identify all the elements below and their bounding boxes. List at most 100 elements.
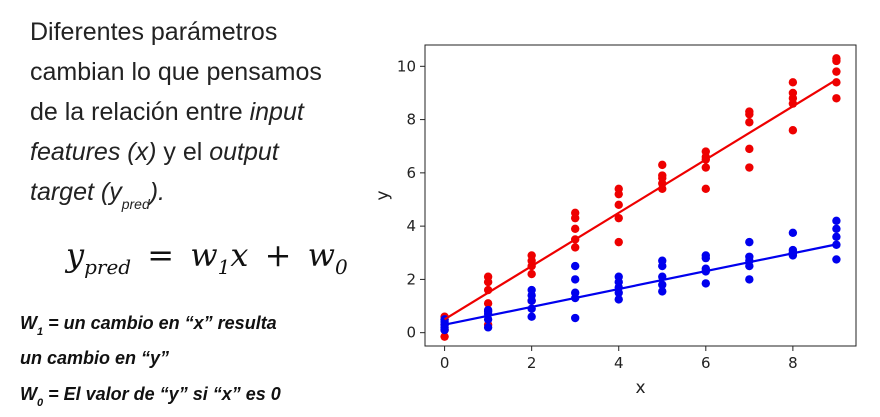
description-emphasis: output [209, 138, 279, 166]
formula-x: x [230, 236, 249, 274]
data-point [701, 184, 711, 194]
data-point [483, 272, 493, 281]
description-subscript: pred [121, 196, 150, 212]
formula-lhs: y [66, 236, 85, 274]
formula-equals: = [147, 236, 175, 274]
data-point [614, 295, 623, 304]
data-point [701, 279, 711, 288]
data-point [832, 224, 841, 233]
y-tick-label: 2 [406, 270, 416, 288]
description-text: cambian lo que pensamos [30, 58, 322, 86]
data-point [570, 313, 580, 323]
y-tick-label: 4 [406, 217, 416, 235]
description-line: cambian lo que pensamos [30, 52, 375, 92]
x-tick-label: 8 [788, 354, 798, 372]
data-point [701, 251, 711, 260]
y-tick-label: 6 [406, 164, 416, 182]
data-point [658, 287, 667, 296]
data-point [527, 312, 536, 321]
data-point [614, 272, 623, 281]
data-point [701, 163, 711, 172]
note-text: un cambio en “y” [20, 348, 170, 368]
data-point [788, 78, 798, 87]
plot-frame [424, 44, 857, 347]
data-point [745, 237, 754, 247]
data-point [527, 251, 536, 260]
formula-w1: w [190, 236, 218, 274]
fit-line [444, 243, 837, 326]
note-line: W1 = un cambio en “x” resulta [20, 310, 277, 345]
description-emphasis: input [249, 98, 304, 126]
data-point [832, 255, 841, 264]
data-point [788, 126, 798, 135]
note-letter: W [20, 384, 37, 404]
data-point [832, 54, 841, 63]
data-point [701, 147, 711, 156]
data-point [658, 171, 667, 180]
note-text: = un cambio en “x” resulta [43, 313, 277, 333]
data-point [832, 94, 841, 103]
data-point [570, 243, 580, 252]
description-text: de la relación entre [30, 98, 250, 126]
description-line: features (x) y el output [30, 132, 375, 172]
note-line: un cambio en “y” [20, 345, 277, 371]
data-point [832, 216, 841, 226]
data-point [745, 275, 754, 284]
regression-formula: ypred = w1x + w0 [66, 236, 348, 279]
data-point [483, 299, 493, 308]
description-emphasis: ). [149, 178, 166, 206]
data-point [614, 184, 623, 194]
y-tick-label: 0 [406, 324, 416, 342]
description-line: de la relación entre input [30, 92, 375, 132]
description-text: y el [156, 138, 210, 166]
y-axis-label: y [373, 190, 393, 200]
data-point [745, 107, 754, 116]
note-letter: W [20, 313, 37, 333]
formula-lhs-subscript: pred [84, 255, 132, 279]
data-point [570, 224, 580, 233]
description-emphasis: features (x) [30, 138, 157, 166]
x-tick-label: 0 [440, 354, 450, 372]
description-line: target (ypred). [30, 172, 375, 224]
data-point [527, 269, 536, 279]
data-point [570, 208, 580, 218]
fit-line [444, 78, 837, 321]
w0-note: W0 = El valor de “y” si “x” es 0 [20, 381, 281, 416]
description-line: Diferentes parámetros [30, 12, 375, 52]
note-subscript: 1 [37, 326, 44, 338]
data-point [788, 88, 798, 98]
formula-plus: + [264, 236, 292, 274]
data-point [614, 237, 623, 247]
note-subscript: 0 [37, 397, 44, 409]
slide-description: Diferentes parámetros cambian lo que pen… [30, 12, 375, 224]
data-point [614, 200, 623, 210]
y-tick-label: 8 [406, 111, 416, 129]
data-point [745, 252, 754, 261]
x-tick-label: 4 [614, 354, 624, 372]
data-point [483, 323, 493, 332]
description-text: Diferentes parámetros [30, 18, 278, 46]
x-tick-label: 2 [527, 354, 537, 372]
y-tick-label: 10 [397, 57, 416, 75]
formula-w1-subscript: 1 [217, 255, 231, 279]
note-text: = El valor de “y” si “x” es 0 [43, 384, 281, 404]
data-point [832, 67, 841, 76]
data-point [788, 228, 798, 237]
data-point [745, 163, 754, 172]
data-point [440, 332, 449, 341]
x-axis-label: x [635, 378, 645, 398]
data-point [570, 275, 580, 284]
data-point [832, 232, 841, 241]
data-point [570, 261, 580, 271]
data-point [570, 288, 580, 297]
data-point [658, 160, 667, 170]
data-point [745, 144, 754, 154]
description-emphasis: target (y [30, 178, 122, 206]
data-point [614, 213, 623, 223]
data-point [658, 256, 667, 265]
data-point [483, 305, 493, 315]
x-tick-label: 6 [701, 354, 711, 372]
formula-w0: w [307, 236, 335, 274]
data-point [527, 285, 536, 295]
w1-note: W1 = un cambio en “x” resulta un cambio … [20, 310, 277, 371]
